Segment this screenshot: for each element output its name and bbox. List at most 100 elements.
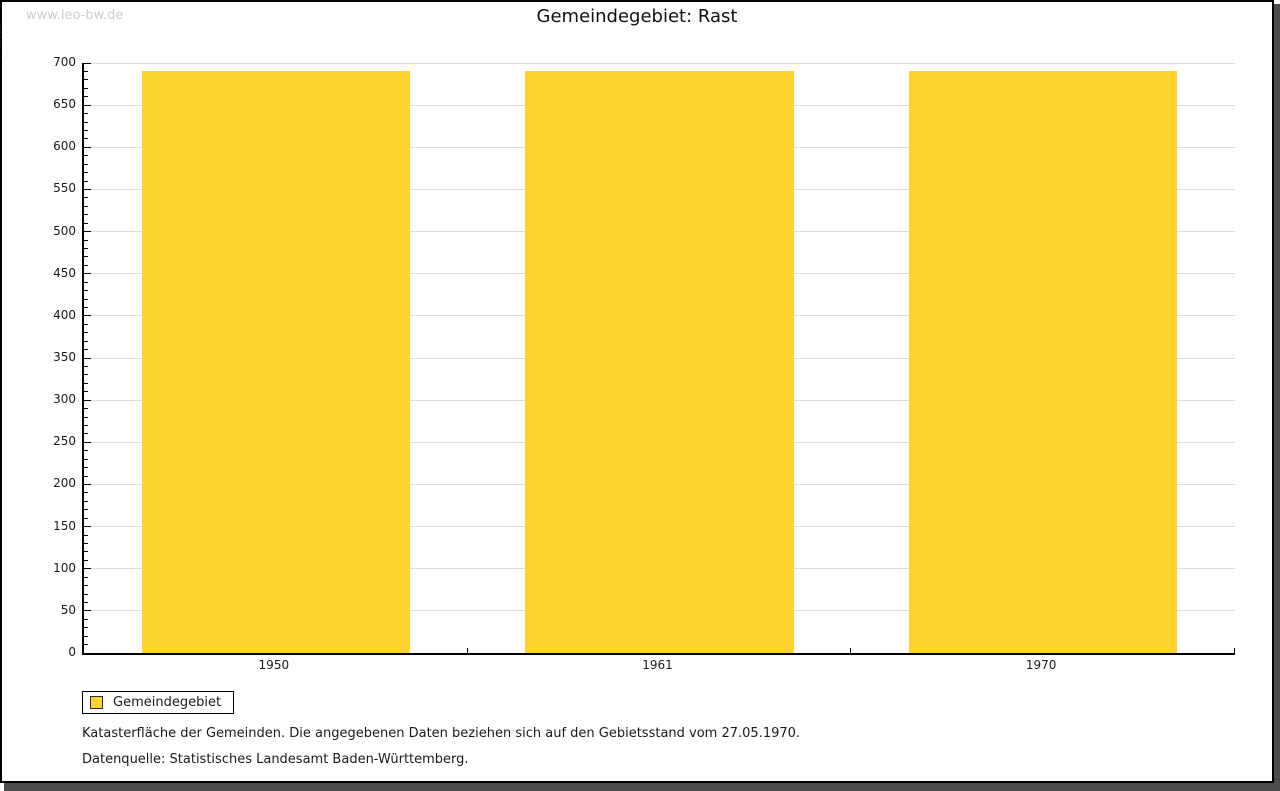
y-major-tick-150 [84, 526, 91, 528]
gridline-y-700 [84, 62, 1235, 64]
y-tick-label-350: 350 [53, 350, 76, 364]
y-tick-label-550: 550 [53, 181, 76, 196]
y-minor-tick-60 [84, 601, 88, 603]
y-tick-label-400: 400 [53, 307, 76, 322]
y-minor-tick-610 [84, 138, 88, 140]
y-minor-tick-190 [84, 492, 88, 494]
y-minor-tick-390 [84, 323, 88, 325]
y-minor-tick-10 [84, 644, 88, 646]
y-tick-label-50: 50 [60, 602, 76, 617]
y-minor-tick-540 [84, 197, 88, 199]
y-minor-tick-570 [84, 172, 88, 174]
y-tick-label-600: 600 [53, 139, 76, 154]
y-minor-tick-490 [84, 239, 88, 241]
y-minor-tick-140 [84, 534, 88, 536]
legend-swatch-icon [90, 696, 103, 709]
y-minor-tick-620 [84, 129, 88, 131]
y-minor-tick-20 [84, 635, 88, 637]
y-minor-tick-80 [84, 585, 88, 587]
y-tick-label-200: 200 [53, 476, 76, 491]
bar-1970 [908, 70, 1178, 653]
y-minor-tick-220 [84, 467, 88, 469]
y-minor-tick-410 [84, 306, 88, 308]
y-minor-tick-430 [84, 290, 88, 292]
y-minor-tick-590 [84, 155, 88, 157]
y-minor-tick-170 [84, 509, 88, 511]
y-tick-label-300: 300 [53, 392, 76, 407]
y-minor-tick-280 [84, 416, 88, 418]
legend: Gemeindegebiet [82, 691, 235, 714]
y-minor-tick-480 [84, 247, 88, 249]
y-axis-title: Hektar [0, 18, 4, 59]
y-minor-tick-510 [84, 222, 88, 224]
y-tick-label-500: 500 [53, 223, 76, 238]
bar-1961 [525, 70, 794, 653]
y-minor-tick-270 [84, 424, 88, 426]
y-tick-label-700: 700 [53, 55, 76, 69]
legend-label: Gemeindegebiet [113, 695, 222, 710]
y-major-tick-250 [84, 441, 91, 443]
y-major-tick-600 [84, 146, 91, 148]
y-major-tick-300 [84, 399, 91, 401]
y-minor-tick-670 [84, 87, 88, 89]
x-tick-label-1970: 1970 [1025, 658, 1057, 672]
y-minor-tick-580 [84, 163, 88, 165]
y-minor-tick-260 [84, 433, 88, 435]
y-minor-tick-340 [84, 365, 88, 367]
frame-shadow-right [1274, 4, 1280, 791]
y-minor-tick-70 [84, 593, 88, 595]
chart-title: Gemeindegebiet: Rast [536, 6, 738, 27]
y-minor-tick-440 [84, 281, 88, 283]
y-major-tick-50 [84, 610, 91, 612]
y-minor-tick-560 [84, 180, 88, 182]
y-minor-tick-470 [84, 256, 88, 258]
bar-1950 [141, 70, 411, 653]
y-minor-tick-330 [84, 374, 88, 376]
y-tick-label-0: 0 [68, 645, 76, 659]
y-minor-tick-160 [84, 517, 88, 519]
y-major-tick-100 [84, 568, 91, 570]
y-minor-tick-520 [84, 214, 88, 216]
y-minor-tick-310 [84, 391, 88, 393]
y-minor-tick-40 [84, 618, 88, 620]
plot-area [82, 62, 1235, 655]
y-minor-tick-680 [84, 79, 88, 81]
y-minor-tick-690 [84, 70, 88, 72]
y-minor-tick-460 [84, 264, 88, 266]
y-tick-label-250: 250 [53, 434, 76, 449]
y-minor-tick-180 [84, 500, 88, 502]
y-major-tick-550 [84, 188, 91, 190]
frame-shadow-bottom [4, 783, 1274, 791]
footer-note: Katasterfläche der Gemeinden. Die angege… [82, 726, 801, 741]
x-boundary-tick-1 [466, 648, 468, 653]
y-minor-tick-90 [84, 576, 88, 578]
y-minor-tick-530 [84, 205, 88, 207]
y-minor-tick-360 [84, 349, 88, 351]
y-minor-tick-660 [84, 96, 88, 98]
x-tick-label-1950: 1950 [258, 658, 290, 672]
y-major-tick-200 [84, 483, 91, 485]
y-major-tick-700 [84, 62, 91, 64]
y-tick-label-100: 100 [53, 560, 76, 575]
y-major-tick-450 [84, 273, 91, 275]
y-minor-tick-380 [84, 332, 88, 334]
y-minor-tick-290 [84, 408, 88, 410]
y-minor-tick-130 [84, 542, 88, 544]
x-boundary-tick-2 [850, 648, 852, 653]
y-tick-label-650: 650 [53, 97, 76, 112]
y-minor-tick-630 [84, 121, 88, 123]
y-major-tick-650 [84, 104, 91, 106]
y-minor-tick-120 [84, 551, 88, 553]
y-major-tick-500 [84, 231, 91, 233]
y-minor-tick-110 [84, 559, 88, 561]
y-major-tick-350 [84, 357, 91, 359]
watermark: www.leo-bw.de [26, 8, 124, 23]
y-minor-tick-370 [84, 340, 88, 342]
y-major-tick-400 [84, 315, 91, 317]
footer-source: Datenquelle: Statistisches Landesamt Bad… [82, 752, 469, 767]
y-tick-label-450: 450 [53, 265, 76, 280]
x-tick-label-1961: 1961 [642, 658, 673, 672]
y-minor-tick-30 [84, 627, 88, 629]
y-minor-tick-640 [84, 113, 88, 115]
